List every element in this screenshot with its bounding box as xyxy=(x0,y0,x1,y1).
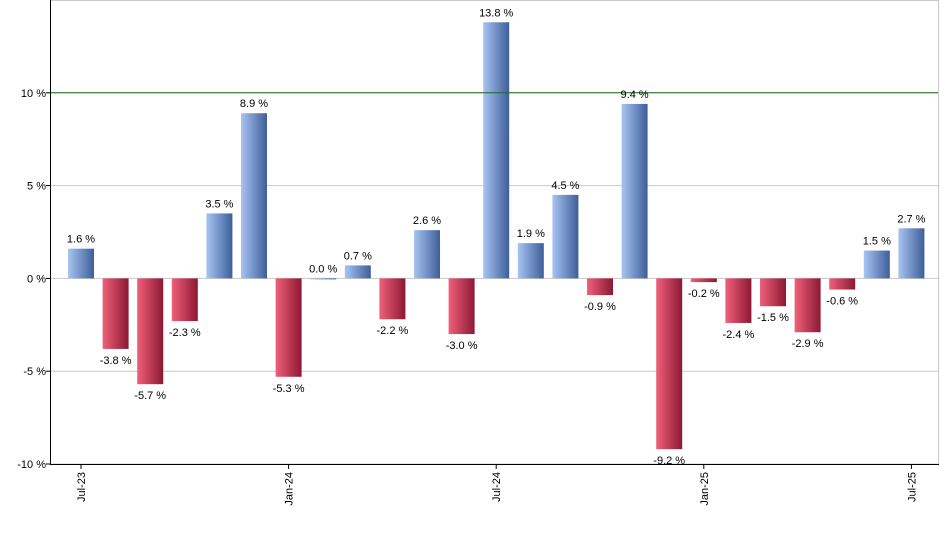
x-tick-label: Jul-23 xyxy=(76,472,88,502)
x-axis-ticks: Jul-23 Jan-24 Jul-24 Jan-25 Jul-25 xyxy=(76,464,918,506)
data-label: -0.6 % xyxy=(826,296,858,308)
bar-Nov-23 xyxy=(206,213,233,279)
x-tick-label: Jan-24 xyxy=(284,472,296,506)
bar-Mar-24 xyxy=(344,265,371,279)
data-label: 3.5 % xyxy=(205,198,233,210)
y-tick-label: 0 % xyxy=(27,273,46,285)
bar-Nov-24 xyxy=(621,103,648,279)
bar-May-24 xyxy=(414,230,440,279)
data-label: 2.6 % xyxy=(413,215,441,227)
bar-Apr-25 xyxy=(794,278,821,333)
data-label: -9.2 % xyxy=(653,455,685,467)
bar-Aug-23 xyxy=(102,278,129,349)
bar-May-25 xyxy=(829,278,856,290)
bar-Feb-24 xyxy=(310,278,337,280)
y-tick-label: -5 % xyxy=(23,366,46,378)
bar-Oct-24 xyxy=(587,278,613,296)
x-tick-label: Jan-25 xyxy=(699,472,711,506)
bar-Sep-24 xyxy=(552,194,579,279)
bar-Jul-24 xyxy=(483,22,510,279)
bar-Sep-23 xyxy=(137,278,164,385)
data-label: -2.9 % xyxy=(792,338,824,350)
bar-Jul-25 xyxy=(898,228,925,279)
data-label: 1.9 % xyxy=(517,228,545,240)
x-tick-label: Jul-24 xyxy=(491,472,503,502)
data-label: -0.9 % xyxy=(584,301,616,313)
data-label: 13.8 % xyxy=(479,7,513,19)
data-label: -5.3 % xyxy=(273,383,305,395)
bar-Jun-25 xyxy=(863,250,890,279)
bar-Jul-23 xyxy=(68,248,94,279)
data-label: -1.5 % xyxy=(757,312,789,324)
y-tick-label: 10 % xyxy=(21,88,46,100)
y-tick-label: -10 % xyxy=(17,459,46,471)
data-label: 1.6 % xyxy=(67,234,95,246)
data-labels: 1.6 % -3.8 % -5.7 % -2.3 % 3.5 % 8.9 % -5.3 % 0… xyxy=(67,7,926,467)
bar-Jan-25 xyxy=(690,278,717,283)
bar-Apr-24 xyxy=(379,278,406,320)
data-label: -0.2 % xyxy=(688,288,720,300)
data-label: 0.7 % xyxy=(344,250,372,262)
data-label: 2.7 % xyxy=(897,213,925,225)
bar-Jun-24 xyxy=(448,278,475,335)
data-label: -2.3 % xyxy=(169,327,201,339)
data-label: 9.4 % xyxy=(621,89,649,101)
data-label: -5.7 % xyxy=(134,390,166,402)
bars xyxy=(68,22,925,450)
data-label: -3.8 % xyxy=(100,355,132,367)
bar-Jan-24 xyxy=(275,278,302,377)
data-label: 1.5 % xyxy=(863,236,891,248)
y-axis-ticks: -10 % -5 % 0 % 5 % 10 % xyxy=(17,88,50,471)
y-tick-label: 5 % xyxy=(27,181,46,193)
axes xyxy=(50,0,939,465)
bar-Feb-25 xyxy=(725,278,752,323)
data-label: -2.4 % xyxy=(723,329,755,341)
x-tick-label: Jul-25 xyxy=(906,472,918,502)
data-label: -3.0 % xyxy=(446,340,478,352)
bar-Dec-24 xyxy=(656,278,683,450)
data-label: 4.5 % xyxy=(551,180,579,192)
bar-Aug-24 xyxy=(517,243,544,279)
data-label: 8.9 % xyxy=(240,98,268,110)
bar-Oct-23 xyxy=(171,278,198,322)
bar-Mar-25 xyxy=(760,278,786,307)
bar-Dec-23 xyxy=(241,113,267,279)
data-label: -2.2 % xyxy=(377,325,409,337)
data-label: 0.0 % xyxy=(309,263,337,275)
